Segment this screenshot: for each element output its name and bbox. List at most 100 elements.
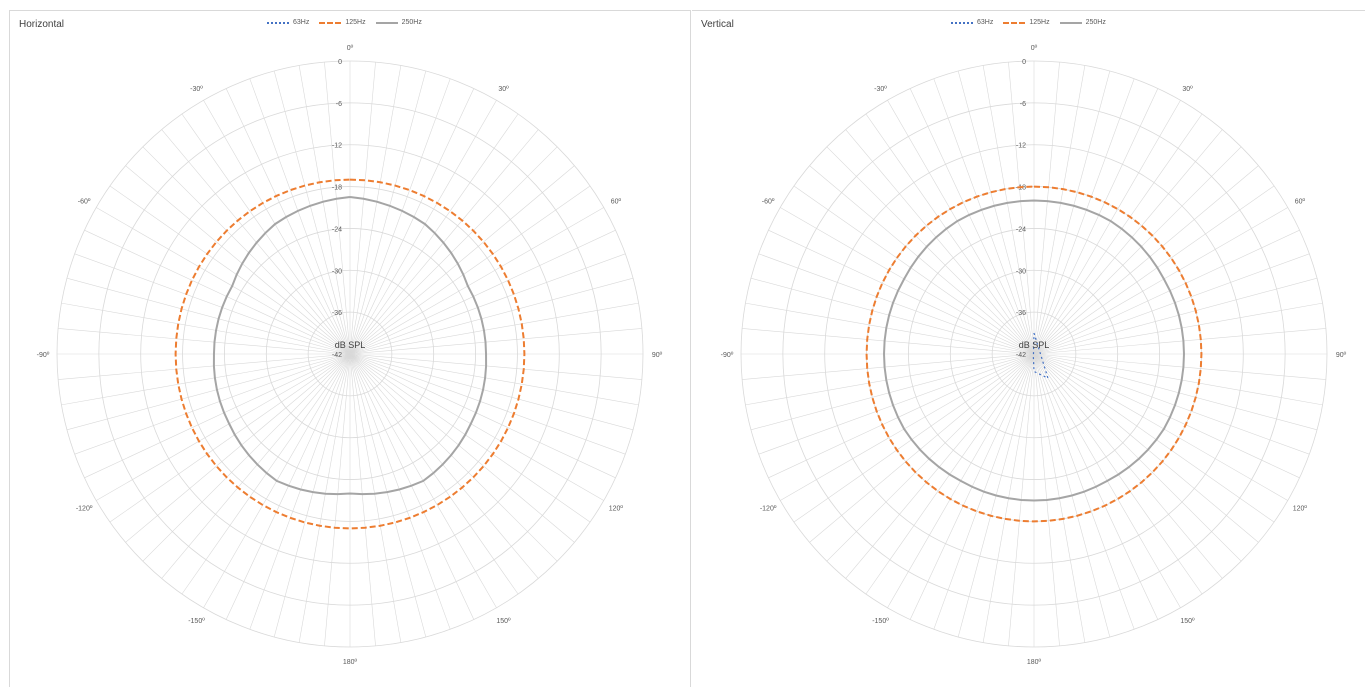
grid-spoke	[349, 353, 634, 431]
grid-spoke	[1033, 70, 1111, 355]
grid-spoke	[349, 353, 451, 630]
legend-item-125hz: 125Hz	[1003, 19, 1050, 26]
ring-label: 0	[1022, 59, 1026, 66]
ring-label: -30	[332, 268, 342, 275]
grid-spoke	[1033, 353, 1323, 406]
grid-spoke	[1033, 165, 1259, 355]
grid-spoke	[1033, 129, 1223, 355]
grid-spoke	[780, 353, 1035, 501]
angle-label: -30º	[190, 86, 203, 93]
angle-label: 60º	[611, 199, 622, 206]
grid-spoke	[349, 185, 591, 355]
legend-label: 125Hz	[345, 19, 366, 26]
grid-spoke	[845, 129, 1035, 355]
grid-spoke	[349, 353, 591, 523]
grid-spoke	[84, 229, 351, 355]
angle-label: 180º	[343, 659, 358, 666]
grid-spoke	[1033, 100, 1181, 355]
grid-spoke	[957, 70, 1035, 355]
grid-spoke	[1033, 207, 1288, 355]
grid-spoke	[349, 277, 634, 355]
grid-spoke	[982, 65, 1035, 355]
grid-spoke	[181, 353, 351, 595]
horizontal-polar-chart: 0 -6 -12 -18 -24 -30 -36 -42 0º 30º 60º 90º 120º 150º…	[37, 45, 663, 666]
angle-label: -120º	[760, 506, 777, 513]
horizontal-chart-panel: Horizontal 63Hz 125Hz 250Hz 0 -6 -12 -18 -24…	[9, 10, 691, 687]
ring-label: -24	[332, 226, 342, 233]
grid-spoke	[745, 353, 1035, 406]
series-line-125hz	[174, 178, 526, 530]
grid-spoke	[349, 353, 539, 579]
grid-spoke	[349, 353, 558, 562]
grid-spoke	[1033, 65, 1086, 355]
grid-spoke	[349, 78, 451, 355]
grid-spoke	[349, 353, 519, 595]
angle-label: 60º	[1295, 199, 1306, 206]
angle-label: -90º	[37, 352, 50, 359]
ring-label: -6	[1020, 101, 1026, 108]
grid-spoke	[349, 207, 604, 355]
grid-spoke	[349, 353, 626, 455]
angle-label: 150º	[496, 618, 511, 625]
grid-spoke	[826, 146, 1035, 355]
grid-spoke	[74, 253, 351, 355]
grid-spoke	[1033, 353, 1300, 479]
grid-spoke	[750, 277, 1035, 355]
grid-spoke	[1033, 328, 1326, 355]
grid-spoke	[745, 302, 1035, 355]
grid-spoke	[1033, 353, 1310, 455]
grid-spoke	[298, 65, 351, 355]
ring-label: -36	[332, 310, 342, 317]
grid-spoke	[809, 353, 1035, 543]
legend-label: 63Hz	[293, 19, 310, 26]
ring-label: -24	[1016, 226, 1026, 233]
grid-spoke	[1033, 62, 1060, 355]
legend-item-250hz: 250Hz	[375, 19, 422, 26]
grid-spoke	[349, 353, 402, 643]
grid-spoke	[273, 70, 351, 355]
grid-spoke	[845, 353, 1035, 579]
grid-spoke	[750, 353, 1035, 431]
grid-spoke	[161, 129, 351, 355]
grid-spoke	[1033, 277, 1318, 355]
vertical-polar-chart: 0-6-12-18-24-30-36-420º30º60º90º120º150º…	[721, 45, 1347, 666]
grid-spoke	[933, 78, 1035, 355]
grid-spoke	[161, 353, 351, 579]
angle-label: 30º	[1182, 86, 1193, 93]
legend-label: 125Hz	[1029, 19, 1050, 26]
grid-spoke	[349, 353, 604, 501]
grid-spoke	[349, 353, 376, 646]
grid-spoke	[1033, 353, 1326, 380]
angle-label: 0º	[1031, 45, 1038, 52]
grid-spoke	[1033, 229, 1300, 355]
grid-spoke	[768, 353, 1035, 479]
grid-spoke	[768, 229, 1035, 355]
grid-spoke	[349, 146, 558, 355]
grid-spoke	[273, 353, 351, 638]
grid-spoke	[780, 207, 1035, 355]
grid-spoke	[909, 88, 1035, 355]
grid-spoke	[142, 146, 351, 355]
series-line-125hz	[865, 185, 1203, 523]
grid-spoke	[349, 88, 475, 355]
chart-title: Horizontal	[19, 19, 65, 30]
grid-spoke	[349, 328, 642, 355]
grid-spoke	[349, 113, 519, 355]
angle-label: 90º	[652, 352, 663, 359]
center-label: dB SPL	[335, 340, 366, 350]
legend-swatch-125hz	[319, 21, 342, 24]
grid-spoke	[249, 78, 351, 355]
grid-spoke	[793, 185, 1035, 355]
grid-spoke	[1033, 253, 1310, 355]
angle-label: -150º	[188, 618, 205, 625]
legend-label: 250Hz	[401, 19, 422, 26]
series-line-250hz	[212, 196, 488, 496]
grid-spoke	[1033, 353, 1275, 523]
vertical-chart-panel: Vertical 63Hz 125Hz 250Hz 0 -6 -12 -18 -24 -3…	[692, 10, 1365, 687]
angle-label: 0º	[347, 45, 354, 52]
grid-spoke	[349, 353, 639, 406]
legend-item-250hz: 250Hz	[1059, 19, 1106, 26]
grid-spoke	[758, 353, 1035, 455]
grid-spoke	[109, 185, 351, 355]
legend-swatch-250hz	[375, 21, 398, 24]
